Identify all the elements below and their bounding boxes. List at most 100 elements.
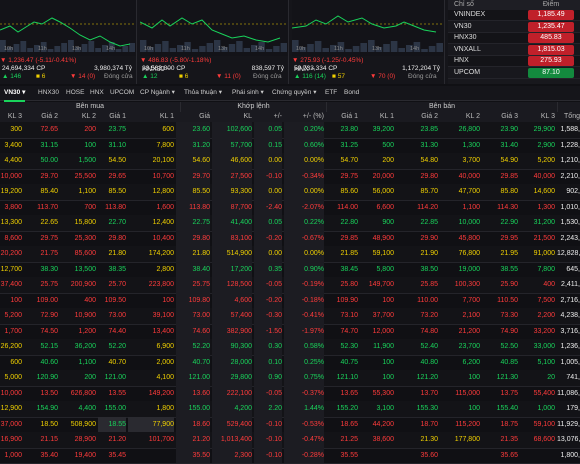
table-cell: 73.00 [176,308,210,324]
column-header[interactable]: Giá 1 [326,112,358,122]
column-header[interactable]: +/- [254,112,282,122]
index-row[interactable]: UPCOM 87.10 [448,68,580,79]
column-header[interactable]: KL 2 [440,112,480,122]
tab-cp-ng-nh[interactable]: CP Ngành ▾ [140,86,175,100]
tab-hose[interactable]: HOSE [66,86,84,100]
table-cell: 57,400 [212,308,252,324]
table-cell: 114.00 [326,200,358,216]
table-cell: 72.65 [24,122,58,138]
tab-ph-i-sinh[interactable]: Phái sinh ▾ [232,86,264,100]
column-header[interactable]: Giá 2 [396,112,438,122]
table-cell: 109.50 [98,293,126,309]
column-header[interactable]: Giá 2 [24,112,58,122]
tab-th-a-thu-n[interactable]: Thỏa thuận ▾ [184,86,222,100]
table-cell: 13.50 [24,386,58,402]
index-row[interactable]: VN30 1,235.47 [448,22,580,33]
header-points: Điểm [528,0,574,10]
table-cell: 21.95 [482,246,518,262]
column-header[interactable]: KL 1 [128,112,174,122]
table-cell: 155.00 [176,401,210,417]
table-cell: 22.90 [482,215,518,231]
table-cell: 514,900 [212,246,252,262]
table-cell: 74.80 [396,324,438,340]
table-cell: 23.80 [326,122,358,138]
table-cell: 1,530, [557,215,580,231]
column-header[interactable]: KL 2 [60,112,96,122]
index-row[interactable]: VNINDEX 1,185.49 [448,10,580,21]
table-cell: 18.50 [24,417,58,433]
column-header[interactable]: KL 1 [360,112,394,122]
column-header[interactable]: Tổng [557,112,580,122]
tab-etf[interactable]: ETF [325,86,337,100]
column-header[interactable]: Giá 3 [482,112,518,122]
tab-upcom[interactable]: UPCOM [110,86,134,100]
table-cell: 29.70 [176,169,210,185]
table-cell: 23.75 [98,122,126,138]
column-header[interactable]: Giá 1 [98,112,126,122]
tab-hnx[interactable]: HNX [90,86,104,100]
index-value: 87.10 [528,68,574,78]
table-cell: 4,600 [212,293,252,309]
table-cell: 10,000 [440,215,480,231]
table-cell: 1,600 [128,200,174,216]
tab-ch-ng-quy-n[interactable]: Chứng quyền ▾ [272,86,316,100]
table-cell: -0.10 [254,169,282,185]
table-cell: 21.35 [482,432,518,448]
table-cell: 2,800 [128,262,174,278]
tab-bond[interactable]: Bond [344,86,359,100]
table-cell: 179, [557,401,580,417]
index-row[interactable]: VNXALL 1,815.03 [448,45,580,56]
table-cell: 200,900 [60,277,96,293]
table-cell: 1,700 [0,324,22,340]
column-header[interactable]: KL [212,112,252,122]
tab-hnx30[interactable]: HNX30 [38,86,59,100]
table-cell: 29.90 [396,231,438,247]
tab-vn30[interactable]: VN30 ▾ [4,86,25,102]
table-cell: 2,200 [520,308,555,324]
index-row[interactable]: HNX 275.93 [448,56,580,67]
column-header[interactable]: Giá [176,112,210,122]
mini-chart-plot [140,0,288,56]
table-cell: 35.60 [396,448,438,464]
mini-chart-plot [292,0,444,56]
index-row[interactable]: HNX30 485.83 [448,33,580,44]
table-cell: 19,400 [60,448,96,464]
table-cell: 21,200 [440,324,480,340]
column-header[interactable]: KL 3 [520,112,555,122]
table-cell: 31.40 [482,138,518,154]
column-header[interactable]: KL 3 [0,112,22,122]
table-cell: 645, [557,262,580,278]
table-cell: 120.90 [24,370,58,386]
column-header[interactable]: +/- (%) [284,112,324,122]
group-match: Khớp lệnh [181,102,327,112]
breadth-item: ▲ 146 [2,72,21,81]
table-cell: 2,243, [557,231,580,247]
table-cell: 0.10 [254,355,282,371]
table-cell: 22.85 [396,215,438,231]
